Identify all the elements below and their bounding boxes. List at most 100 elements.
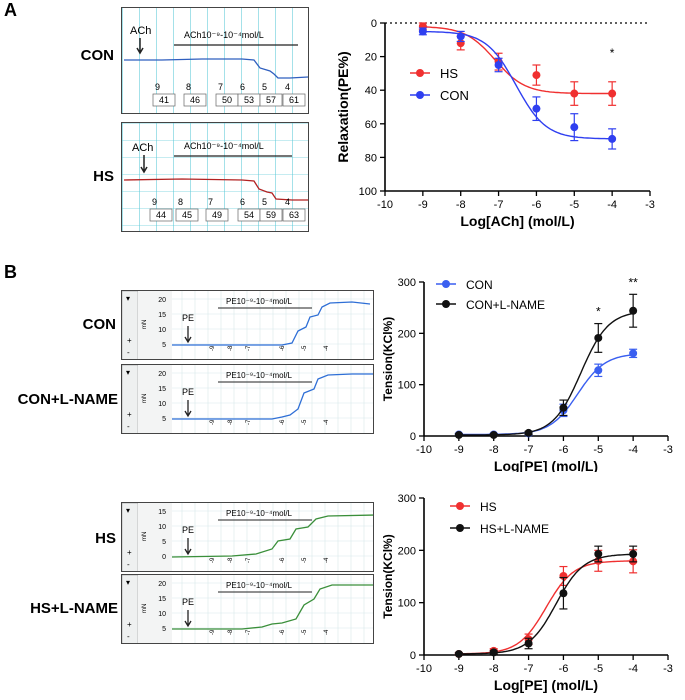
legend-label: CON xyxy=(466,278,493,292)
data-point xyxy=(532,71,541,80)
minus-icon: - xyxy=(127,422,130,431)
x-tick-label: -6 xyxy=(280,419,286,425)
legend-marker xyxy=(456,524,464,532)
y-tick-label: 5 xyxy=(162,626,166,633)
data-point xyxy=(608,89,617,98)
x-tick-label: -8 xyxy=(228,345,234,351)
data-point xyxy=(594,549,603,558)
y-tick-label: 20 xyxy=(158,371,166,378)
data-point xyxy=(594,366,603,375)
y-tick-label: 40 xyxy=(365,85,377,97)
x-axis-label: Log[ACh] (mol/L) xyxy=(460,213,574,229)
y-tick-label: 15 xyxy=(158,386,166,393)
fit-curve-0 xyxy=(458,560,634,655)
x-tick-label: -3 xyxy=(645,199,655,211)
x-tick-label: -7 xyxy=(524,444,534,456)
x-tick-label: -5 xyxy=(593,444,603,456)
x-tick-label: -6 xyxy=(280,557,286,563)
trace-value: 41 xyxy=(159,95,169,105)
data-point xyxy=(629,349,638,358)
legend-marker xyxy=(442,280,450,288)
trace-tick-label: 9 xyxy=(155,82,160,92)
plus-icon: + xyxy=(127,620,132,629)
y-unit-label: mN xyxy=(142,532,148,541)
x-tick-label: -9 xyxy=(210,345,216,351)
trace-value: 54 xyxy=(244,210,254,220)
y-tick-label: 60 xyxy=(365,119,377,131)
y-tick-label: 100 xyxy=(398,598,416,610)
x-tick-label: -8 xyxy=(228,557,234,563)
trace-value: 61 xyxy=(289,95,299,105)
y-unit-label: mN xyxy=(142,394,148,403)
x-axis-label: Log[PE] (mol/L) xyxy=(494,677,598,693)
trace-value: 63 xyxy=(289,210,299,220)
y-tick-label: 10 xyxy=(158,524,166,531)
chart-ach-relaxation: -10 -9 -8 -7 -6 -5 -4 -3 0 20 40 60 80 100 Log[ACh] (m… xyxy=(335,18,655,229)
x-tick-label: -5 xyxy=(302,557,308,563)
data-point xyxy=(454,430,463,439)
trace-line xyxy=(172,301,371,346)
data-point xyxy=(608,134,617,143)
legend-label: CON xyxy=(440,88,469,103)
x-tick-label: -7 xyxy=(494,199,504,211)
x-tick-label: -8 xyxy=(489,444,499,456)
y-unit-label: mN xyxy=(142,604,148,613)
value-box xyxy=(175,208,199,222)
y-tick-label: 0 xyxy=(162,554,166,561)
chart-pe-con: -10 -9 -8 -7 -6 -5 -4 -3 0 100 200 300 Log[PE] (mol/… xyxy=(381,275,673,472)
value-box xyxy=(149,208,173,222)
significance-mark: * xyxy=(610,46,615,60)
plus-icon: + xyxy=(127,548,132,557)
data-point xyxy=(629,306,638,315)
legend-marker xyxy=(416,91,424,99)
trace-tick-label: 9 xyxy=(152,197,157,207)
agonist-label: PE xyxy=(182,597,194,607)
x-tick-label: -5 xyxy=(569,199,579,211)
fit-curve-1 xyxy=(458,553,634,655)
x-tick-label: -10 xyxy=(416,444,432,456)
data-point xyxy=(454,649,463,658)
x-tick-label: -4 xyxy=(607,199,617,211)
chart-pe-hs: -10 -9 -8 -7 -6 -5 -4 -3 0 100 200 300 Log[PE] (mol/… xyxy=(381,493,673,693)
value-box xyxy=(282,208,306,222)
legend-marker xyxy=(456,502,464,510)
trace-b-con: ▾ + - mN 20 15 10 5 PE PE10⁻⁹-10⁻⁴mol/L -9 -8 -7 -6 -5… xyxy=(121,290,374,360)
y-tick-label: 300 xyxy=(398,493,416,505)
plot-area xyxy=(172,575,373,643)
data-point xyxy=(418,27,427,36)
trace-line xyxy=(171,514,373,558)
data-point xyxy=(489,648,498,657)
legend-marker xyxy=(416,69,424,77)
trace-a-hs: ACh ACh10⁻⁹-10⁻⁴mol/L 9 44 8 45 7 49 6 54 5 59 4 63 xyxy=(121,122,309,232)
data-point xyxy=(532,104,541,113)
trace-b-con-lname: ▾ + - mN 20 15 10 5 PE PE10⁻⁹-10⁻⁴mol/L -9 -8 -7 -6 -5… xyxy=(121,364,374,434)
trace-line xyxy=(124,58,308,79)
trace-tick-label: 4 xyxy=(285,197,290,207)
y-tick-label: 5 xyxy=(162,416,166,423)
x-tick-label: -4 xyxy=(628,663,638,675)
y-tick-label: 15 xyxy=(158,596,166,603)
x-tick-label: -6 xyxy=(280,345,286,351)
trace-b-hs: ▾ + - mN 15 10 5 0 PE PE10⁻⁹-10⁻⁴mol/L -9 -8 -7 -6 -5 -… xyxy=(121,502,374,572)
dropdown-icon: ▾ xyxy=(126,294,130,303)
y-axis-label: Relaxation(PE%) xyxy=(335,51,351,162)
value-box xyxy=(282,93,306,107)
data-point xyxy=(524,639,533,648)
trace-label-b-hs-lname: HS+L-NAME xyxy=(30,600,118,617)
x-tick-label: -6 xyxy=(559,444,569,456)
y-tick-label: 300 xyxy=(398,277,416,289)
y-tick-label: 20 xyxy=(158,581,166,588)
dropdown-icon: ▾ xyxy=(126,578,130,587)
x-tick-label: -3 xyxy=(663,663,673,675)
arrow-down-icon xyxy=(140,155,148,174)
agonist-label: PE xyxy=(182,387,194,397)
x-tick-label: -5 xyxy=(302,419,308,425)
trace-value: 45 xyxy=(182,210,192,220)
y-tick-label: 15 xyxy=(158,509,166,516)
x-tick-label: -9 xyxy=(210,557,216,563)
x-tick-label: -5 xyxy=(593,663,603,675)
trace-a-con: ACh ACh10⁻⁹-10⁻⁴mol/L 9 41 8 46 7 50 6 53 5 57 4 61 xyxy=(121,7,309,114)
data-point xyxy=(494,61,503,69)
minus-icon: - xyxy=(127,348,130,357)
y-tick-label: 0 xyxy=(371,18,377,30)
